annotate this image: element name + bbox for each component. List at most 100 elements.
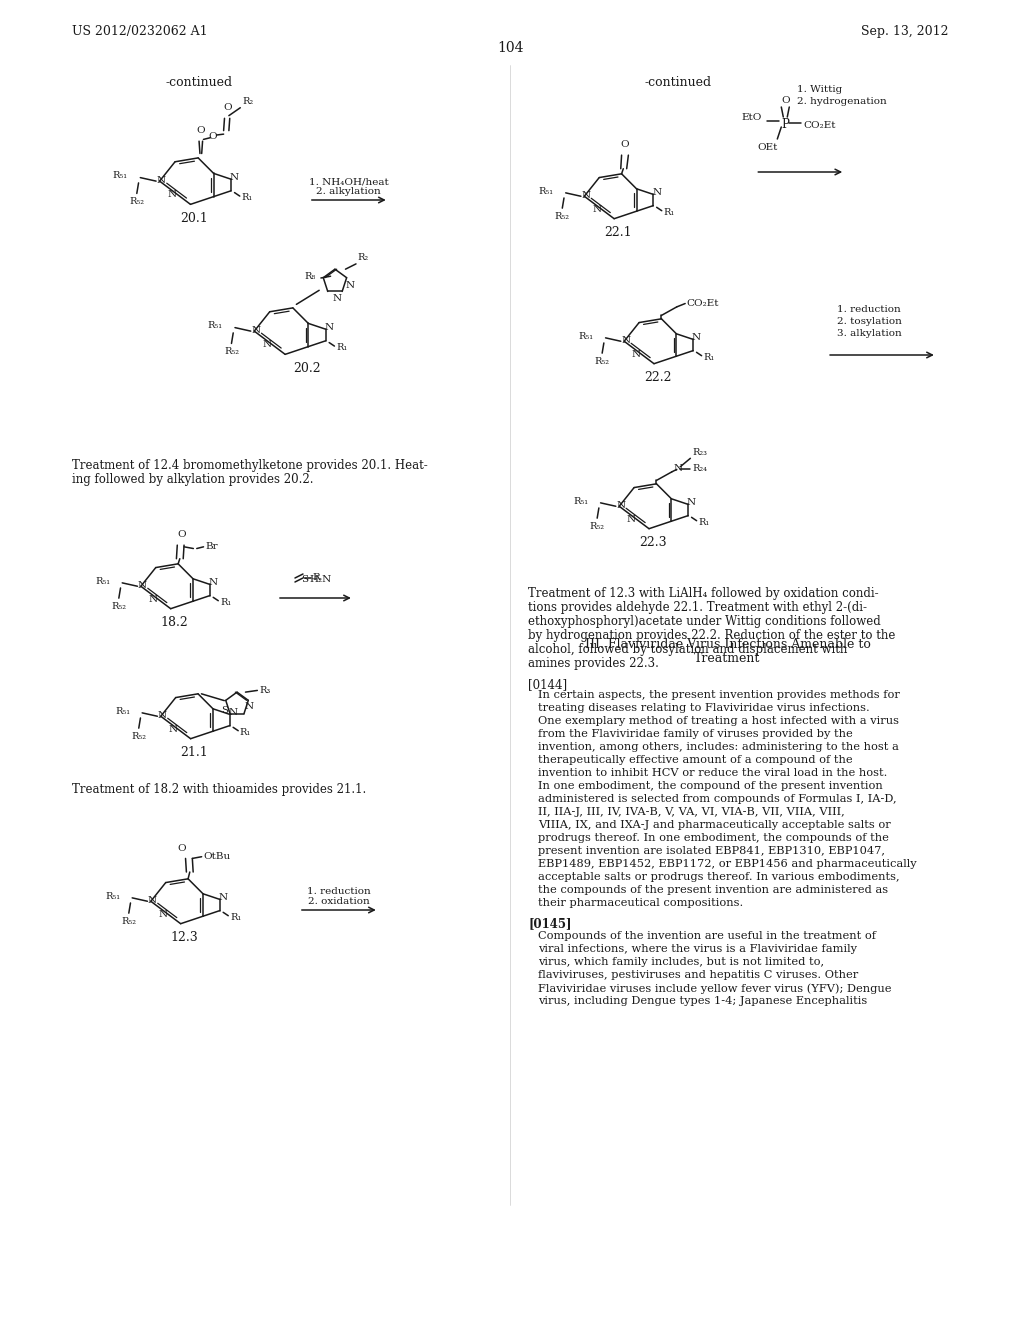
Text: 104: 104: [497, 41, 523, 55]
Text: invention to inhibit HCV or reduce the viral load in the host.: invention to inhibit HCV or reduce the v…: [539, 768, 888, 777]
Text: 22.2: 22.2: [644, 371, 672, 384]
Text: R₅₁: R₅₁: [113, 172, 128, 181]
Text: N: N: [652, 189, 662, 197]
Text: Sep. 13, 2012: Sep. 13, 2012: [861, 25, 948, 38]
Text: therapeutically effective amount of a compound of the: therapeutically effective amount of a co…: [539, 755, 853, 766]
Text: 1. Wittig: 1. Wittig: [798, 86, 843, 95]
Text: 21.1: 21.1: [180, 746, 208, 759]
Text: [0144]: [0144]: [528, 678, 567, 690]
Text: their pharmaceutical compositions.: their pharmaceutical compositions.: [539, 898, 743, 908]
Text: N: N: [148, 595, 158, 603]
Text: N: N: [245, 702, 254, 711]
Text: R₁: R₁: [220, 598, 231, 607]
Text: N: N: [592, 205, 601, 214]
Text: Treatment of 12.4 bromomethylketone provides 20.1. Heat-: Treatment of 12.4 bromomethylketone prov…: [72, 458, 427, 471]
Text: N: N: [687, 498, 696, 507]
Text: 2. alkylation: 2. alkylation: [316, 187, 381, 197]
Text: N: N: [230, 173, 239, 182]
Text: tions provides aldehyde 22.1. Treatment with ethyl 2-(di-: tions provides aldehyde 22.1. Treatment …: [528, 602, 867, 615]
Text: O: O: [621, 140, 630, 149]
Text: R: R: [313, 573, 321, 582]
Text: R₁: R₁: [240, 727, 251, 737]
Text: N: N: [632, 350, 641, 359]
Text: prodrugs thereof. In one embodiment, the compounds of the: prodrugs thereof. In one embodiment, the…: [539, 833, 889, 843]
Text: R₅₂: R₅₂: [112, 602, 126, 611]
Text: R₅₁: R₅₁: [115, 706, 130, 715]
Text: R₅₂: R₅₂: [131, 731, 146, 741]
Text: N: N: [325, 323, 334, 331]
Text: virus, which family includes, but is not limited to,: virus, which family includes, but is not…: [539, 957, 824, 968]
Text: H₂N: H₂N: [309, 576, 332, 585]
Text: In one embodiment, the compound of the present invention: In one embodiment, the compound of the p…: [539, 781, 883, 791]
Text: In certain aspects, the present invention provides methods for: In certain aspects, the present inventio…: [539, 690, 900, 700]
Text: R₂: R₂: [357, 253, 369, 263]
Text: administered is selected from compounds of Formulas I, IA-D,: administered is selected from compounds …: [539, 795, 897, 804]
Text: acceptable salts or prodrugs thereof. In various embodiments,: acceptable salts or prodrugs thereof. In…: [539, 873, 900, 882]
Text: the compounds of the present invention are administered as: the compounds of the present invention a…: [539, 884, 888, 895]
Text: R₅₂: R₅₂: [121, 916, 136, 925]
Text: from the Flaviviridae family of viruses provided by the: from the Flaviviridae family of viruses …: [539, 729, 853, 739]
Text: S: S: [301, 576, 308, 585]
Text: R₅₁: R₅₁: [95, 577, 111, 586]
Text: O: O: [177, 531, 185, 539]
Text: 20.2: 20.2: [293, 362, 321, 375]
Text: present invention are isolated EBP841, EBP1310, EBP1047,: present invention are isolated EBP841, E…: [539, 846, 885, 855]
Text: N: N: [582, 191, 591, 199]
Text: 22.1: 22.1: [604, 226, 632, 239]
Text: ethoxyphosphoryl)acetate under Wittig conditions followed: ethoxyphosphoryl)acetate under Wittig co…: [528, 615, 881, 628]
Text: R₅₂: R₅₂: [590, 521, 605, 531]
Text: O: O: [781, 96, 790, 106]
Text: R₁: R₁: [703, 352, 715, 362]
Text: N: N: [209, 578, 218, 587]
Text: N: N: [218, 894, 227, 902]
Text: -continued: -continued: [166, 75, 232, 88]
Text: N: N: [168, 190, 177, 199]
Text: Treatment of 18.2 with thioamides provides 21.1.: Treatment of 18.2 with thioamides provid…: [72, 784, 366, 796]
Text: R₂: R₂: [242, 96, 253, 106]
Text: N: N: [692, 333, 701, 342]
Text: 18.2: 18.2: [161, 616, 188, 628]
Text: N: N: [252, 326, 260, 335]
Text: 2. hydrogenation: 2. hydrogenation: [798, 98, 887, 107]
Text: treating diseases relating to Flaviviridae virus infections.: treating diseases relating to Flavivirid…: [539, 704, 870, 713]
Text: N: N: [169, 725, 178, 734]
Text: N: N: [157, 176, 166, 185]
Text: 2. tosylation: 2. tosylation: [837, 318, 902, 326]
Text: VIIIA, IX, and IXA-J and pharmaceutically acceptable salts or: VIIIA, IX, and IXA-J and pharmaceuticall…: [539, 820, 891, 830]
Text: S: S: [221, 706, 228, 715]
Text: N: N: [345, 281, 354, 289]
Text: R₅₁: R₅₁: [105, 892, 121, 900]
Text: N: N: [158, 711, 167, 719]
Text: 12.3: 12.3: [170, 931, 199, 944]
Text: 1. reduction: 1. reduction: [307, 887, 371, 896]
Text: R₅₁: R₅₁: [573, 496, 589, 506]
Text: 22.3: 22.3: [639, 536, 667, 549]
Text: R₅₁: R₅₁: [539, 186, 554, 195]
Text: alcohol, followed by tosylation and displacement with: alcohol, followed by tosylation and disp…: [528, 644, 848, 656]
Text: US 2012/0232062 A1: US 2012/0232062 A1: [72, 25, 208, 38]
Text: invention, among others, includes: administering to the host a: invention, among others, includes: admin…: [539, 742, 899, 752]
Text: Br: Br: [205, 543, 218, 552]
Text: II, IIA-J, III, IV, IVA-B, V, VA, VI, VIA-B, VII, VIIA, VIII,: II, IIA-J, III, IV, IVA-B, V, VA, VI, VI…: [539, 807, 845, 817]
Text: EBP1489, EBP1452, EBP1172, or EBP1456 and pharmaceutically: EBP1489, EBP1452, EBP1172, or EBP1456 an…: [539, 859, 916, 869]
Text: N: N: [262, 341, 271, 348]
Text: virus, including Dengue types 1-4; Japanese Encephalitis: virus, including Dengue types 1-4; Japan…: [539, 997, 867, 1006]
Text: III. Flaviviridae Virus Infections Amenable to: III. Flaviviridae Virus Infections Amena…: [585, 638, 870, 651]
Text: CO₂Et: CO₂Et: [803, 120, 836, 129]
Text: R₃: R₃: [259, 686, 270, 694]
Text: R₈: R₈: [304, 272, 315, 281]
Text: R₅₁: R₅₁: [579, 331, 594, 341]
Text: One exemplary method of treating a host infected with a virus: One exemplary method of treating a host …: [539, 715, 899, 726]
Text: N: N: [159, 909, 168, 919]
Text: O: O: [177, 845, 185, 853]
Text: EtO: EtO: [741, 112, 762, 121]
Text: O: O: [208, 132, 216, 141]
Text: 1. reduction: 1. reduction: [837, 305, 901, 314]
Text: R₁: R₁: [698, 517, 710, 527]
Text: R₂₄: R₂₄: [692, 465, 707, 473]
Text: OEt: OEt: [757, 143, 777, 152]
Text: R₂₃: R₂₃: [692, 447, 707, 457]
Text: O: O: [197, 125, 205, 135]
Text: R₁: R₁: [242, 193, 253, 202]
Text: Flaviviridae viruses include yellow fever virus (YFV); Dengue: Flaviviridae viruses include yellow feve…: [539, 983, 892, 994]
